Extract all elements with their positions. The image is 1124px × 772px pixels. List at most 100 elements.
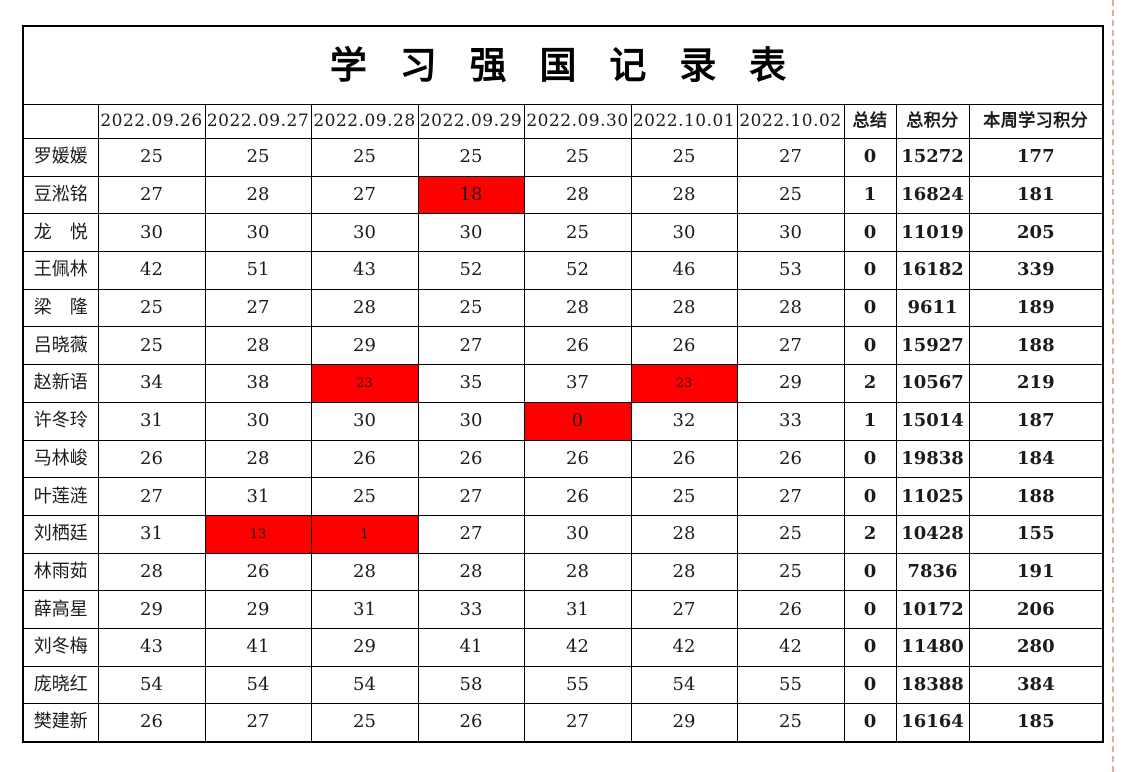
day-score-cell[interactable]: 27: [97, 175, 206, 215]
day-score-cell[interactable]: 27: [736, 138, 845, 177]
student-name-cell[interactable]: 赵新语: [22, 364, 99, 403]
total-score-cell[interactable]: 10428: [895, 514, 970, 554]
student-name-cell[interactable]: 刘栖廷: [22, 514, 99, 554]
day-score-cell[interactable]: 27: [417, 514, 525, 554]
day-score-cell[interactable]: 31: [97, 514, 206, 554]
summary-count-cell[interactable]: 1: [843, 175, 897, 215]
day-score-cell[interactable]: 41: [417, 627, 525, 667]
day-score-cell[interactable]: 27: [417, 477, 525, 516]
col-header-date-2[interactable]: 2022.09.27: [204, 104, 312, 139]
day-score-cell[interactable]: 27: [204, 703, 312, 742]
col-header-summary[interactable]: 总结: [843, 104, 897, 139]
day-score-cell[interactable]: 28: [630, 552, 738, 592]
day-score-cell[interactable]: 30: [736, 213, 845, 253]
week-score-cell[interactable]: 219: [968, 364, 1104, 403]
day-score-cell[interactable]: 25: [310, 703, 419, 742]
student-name-cell[interactable]: 薛高星: [22, 590, 99, 629]
day-score-cell[interactable]: 52: [417, 251, 525, 290]
day-score-cell[interactable]: 26: [523, 477, 632, 516]
day-score-cell[interactable]: 25: [97, 326, 206, 366]
day-score-cell[interactable]: 25: [523, 138, 632, 177]
student-name-cell[interactable]: 豆淞铭: [22, 175, 99, 215]
day-score-cell[interactable]: 41: [204, 627, 312, 667]
week-score-cell[interactable]: 191: [968, 552, 1104, 592]
summary-count-cell[interactable]: 2: [843, 514, 897, 554]
col-header-date-3[interactable]: 2022.09.28: [310, 104, 419, 139]
summary-count-cell[interactable]: 0: [843, 703, 897, 742]
total-score-cell[interactable]: 10567: [895, 364, 970, 403]
day-score-cell[interactable]: 28: [736, 288, 845, 328]
day-score-cell[interactable]: 31: [310, 590, 419, 629]
col-header-date-4[interactable]: 2022.09.29: [417, 104, 525, 139]
day-score-cell[interactable]: 53: [736, 251, 845, 290]
day-score-cell[interactable]: 54: [310, 665, 419, 705]
total-score-cell[interactable]: 11025: [895, 477, 970, 516]
col-header-date-6[interactable]: 2022.10.01: [630, 104, 738, 139]
student-name-cell[interactable]: 樊建新: [22, 703, 99, 742]
summary-count-cell[interactable]: 0: [843, 288, 897, 328]
day-score-cell[interactable]: 28: [523, 175, 632, 215]
summary-count-cell[interactable]: 0: [843, 138, 897, 177]
summary-count-cell[interactable]: 0: [843, 477, 897, 516]
total-score-cell[interactable]: 10172: [895, 590, 970, 629]
total-score-cell[interactable]: 7836: [895, 552, 970, 592]
total-score-cell[interactable]: 15014: [895, 401, 970, 441]
week-score-cell[interactable]: 187: [968, 401, 1104, 441]
day-score-cell[interactable]: 31: [97, 401, 206, 441]
week-score-cell[interactable]: 188: [968, 477, 1104, 516]
total-score-cell[interactable]: 11480: [895, 627, 970, 667]
week-score-cell[interactable]: 205: [968, 213, 1104, 253]
day-score-cell[interactable]: 26: [417, 703, 525, 742]
student-name-cell[interactable]: 梁 隆: [22, 288, 99, 328]
day-score-cell[interactable]: 26: [97, 703, 206, 742]
day-score-cell[interactable]: 54: [630, 665, 738, 705]
day-score-cell[interactable]: 30: [310, 213, 419, 253]
day-score-cell[interactable]: 42: [630, 627, 738, 667]
day-score-cell[interactable]: 27: [736, 326, 845, 366]
day-score-cell[interactable]: 27: [736, 477, 845, 516]
day-score-cell[interactable]: 26: [736, 439, 845, 479]
student-name-cell[interactable]: 刘冬梅: [22, 627, 99, 667]
day-score-cell[interactable]: 31: [523, 590, 632, 629]
student-name-cell[interactable]: 庞晓红: [22, 665, 99, 705]
total-score-cell[interactable]: 16824: [895, 175, 970, 215]
day-score-cell[interactable]: 55: [523, 665, 632, 705]
summary-count-cell[interactable]: 0: [843, 590, 897, 629]
day-score-cell[interactable]: 29: [97, 590, 206, 629]
day-score-cell[interactable]: 26: [523, 439, 632, 479]
day-score-cell[interactable]: 26: [97, 439, 206, 479]
day-score-cell[interactable]: 28: [417, 552, 525, 592]
day-score-cell[interactable]: 26: [630, 439, 738, 479]
summary-count-cell[interactable]: 0: [843, 627, 897, 667]
day-score-cell[interactable]: 27: [310, 175, 419, 215]
day-score-cell[interactable]: 27: [630, 590, 738, 629]
student-name-cell[interactable]: 王佩林: [22, 251, 99, 290]
day-score-cell[interactable]: 30: [204, 401, 312, 441]
day-score-cell[interactable]: 26: [417, 439, 525, 479]
day-score-cell[interactable]: 52: [523, 251, 632, 290]
total-score-cell[interactable]: 16164: [895, 703, 970, 742]
day-score-cell[interactable]: 37: [523, 364, 632, 403]
day-score-cell[interactable]: 26: [736, 590, 845, 629]
total-score-cell[interactable]: 19838: [895, 439, 970, 479]
day-score-cell[interactable]: 29: [310, 326, 419, 366]
day-score-cell[interactable]: 26: [204, 552, 312, 592]
day-score-cell[interactable]: 25: [310, 138, 419, 177]
day-score-cell[interactable]: 42: [523, 627, 632, 667]
day-score-cell[interactable]: 25: [630, 477, 738, 516]
student-name-cell[interactable]: 许冬玲: [22, 401, 99, 441]
day-score-cell[interactable]: 28: [523, 288, 632, 328]
summary-count-cell[interactable]: 0: [843, 439, 897, 479]
week-score-cell[interactable]: 339: [968, 251, 1104, 290]
col-header-date-5[interactable]: 2022.09.30: [523, 104, 632, 139]
day-score-cell[interactable]: 1: [310, 514, 419, 554]
col-header-date-1[interactable]: 2022.09.26: [97, 104, 206, 139]
day-score-cell[interactable]: 25: [310, 477, 419, 516]
day-score-cell[interactable]: 30: [417, 213, 525, 253]
corner-cell[interactable]: [22, 104, 99, 139]
day-score-cell[interactable]: 25: [523, 213, 632, 253]
student-name-cell[interactable]: 罗媛媛: [22, 138, 99, 177]
student-name-cell[interactable]: 林雨茹: [22, 552, 99, 592]
week-score-cell[interactable]: 185: [968, 703, 1104, 742]
day-score-cell[interactable]: 25: [736, 514, 845, 554]
